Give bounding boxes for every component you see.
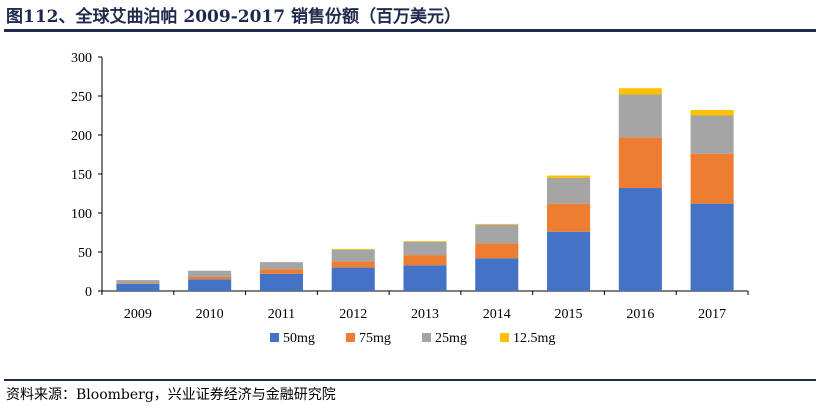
bar-segment-75mg-2011 [259, 269, 303, 274]
x-tick-label: 2016 [626, 307, 654, 322]
bar-segment-25mg-2016 [618, 94, 662, 138]
x-tick-label: 2013 [411, 307, 439, 322]
legend-swatch-25mg [422, 333, 431, 342]
bar-segment-75mg-2015 [547, 203, 591, 232]
bar-segment-75mg-2010 [188, 276, 232, 280]
bar-segment-50mg-2016 [618, 188, 662, 291]
bar-segment-50mg-2013 [403, 265, 447, 291]
bar-segment-25mg-2014 [475, 224, 519, 244]
source-note: 资料来源：Bloomberg，兴业证券经济与金融研究院 [6, 387, 336, 403]
legend-label-12.5mg: 12.5mg [513, 331, 555, 346]
bar-segment-12.5mg-2016 [618, 88, 662, 95]
x-tick-label: 2015 [555, 307, 583, 322]
bar-segment-75mg-2009 [116, 283, 160, 284]
source-divider [4, 379, 816, 381]
y-tick-label: 200 [71, 129, 92, 144]
bar-segment-12.5mg-2014 [475, 223, 519, 225]
x-tick-label: 2014 [483, 307, 511, 322]
bar-segment-50mg-2010 [188, 279, 232, 291]
legend-label-25mg: 25mg [435, 331, 467, 346]
bar-segment-75mg-2014 [475, 243, 519, 259]
bar-segment-75mg-2016 [618, 137, 662, 189]
bar-segment-25mg-2017 [690, 115, 734, 154]
bar-segment-25mg-2010 [188, 270, 232, 277]
bar-segment-12.5mg-2017 [690, 110, 734, 116]
bars [116, 88, 734, 291]
y-tick-label: 100 [71, 207, 92, 222]
bar-segment-25mg-2012 [331, 249, 375, 262]
legend-label-75mg: 75mg [359, 331, 391, 346]
bar-segment-50mg-2015 [547, 231, 591, 291]
x-tick-label: 2009 [124, 307, 152, 322]
title-divider [4, 29, 816, 32]
y-tick-label: 150 [71, 168, 92, 183]
legend-swatch-12.5mg [500, 333, 509, 342]
bar-segment-25mg-2015 [547, 177, 591, 204]
bar-segment-12.5mg-2013 [403, 241, 447, 242]
bar-segment-75mg-2017 [690, 153, 734, 204]
legend: 50mg 75mg 25mg 12.5mg [270, 331, 555, 346]
x-axis: 2009 2010 2011 2012 2013 2014 2015 2016 2017 [101, 290, 749, 322]
x-tick-label: 2017 [698, 307, 726, 322]
x-tick-label: 2011 [268, 307, 295, 322]
bar-segment-75mg-2013 [403, 255, 447, 266]
legend-swatch-50mg [270, 333, 279, 342]
bar-segment-12.5mg-2015 [547, 175, 591, 178]
bar-segment-50mg-2017 [690, 203, 734, 291]
x-tick-label: 2010 [196, 307, 224, 322]
bar-segment-50mg-2011 [259, 273, 303, 291]
y-tick-label: 0 [85, 285, 92, 300]
bar-segment-25mg-2011 [259, 262, 303, 270]
bar-segment-50mg-2014 [475, 258, 519, 291]
bar-segment-25mg-2009 [116, 280, 160, 284]
bar-segment-12.5mg-2012 [331, 248, 375, 250]
chart-title: 图112、全球艾曲泊帕 2009-2017 销售份额（百万美元） [6, 7, 462, 27]
bar-segment-50mg-2009 [116, 283, 160, 291]
legend-swatch-75mg [346, 333, 355, 342]
y-tick-label: 250 [71, 90, 92, 105]
y-tick-label: 50 [78, 246, 92, 261]
y-axis: 0 50 100 150 200 250 300 [71, 51, 103, 300]
y-tick-label: 300 [71, 51, 92, 66]
bar-segment-25mg-2013 [403, 241, 447, 256]
legend-label-50mg: 50mg [283, 331, 315, 346]
bar-segment-75mg-2012 [331, 261, 375, 268]
bar-segment-50mg-2012 [331, 267, 375, 291]
x-tick-label: 2012 [339, 307, 367, 322]
